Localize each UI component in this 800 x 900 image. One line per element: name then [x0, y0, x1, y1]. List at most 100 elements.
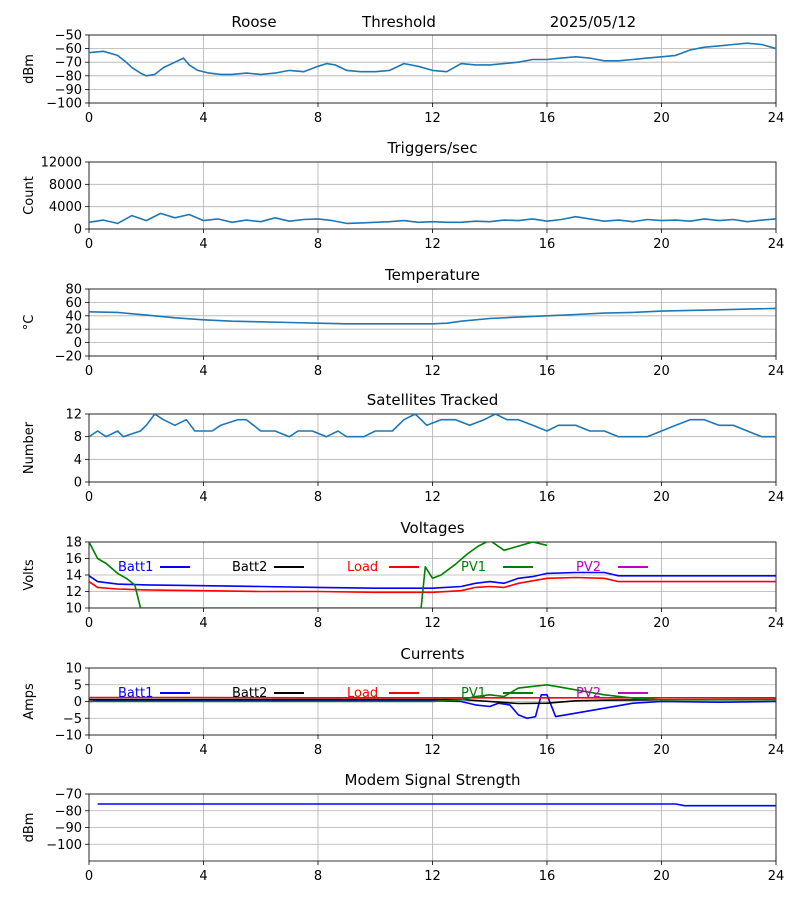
legend-label: Batt1 [118, 560, 153, 575]
y-tick-label: 0 [74, 223, 82, 238]
x-tick-label: 12 [424, 616, 441, 631]
y-tick-label: −10 [55, 729, 82, 744]
series-line-1 [89, 42, 776, 77]
x-tick-label: 24 [768, 869, 785, 884]
y-axis-label: Volts [22, 559, 37, 591]
y-tick-label: 18 [65, 536, 82, 551]
station-name: Roose [231, 13, 276, 31]
y-tick-label: 8 [74, 430, 82, 445]
series-line-pv1 [89, 542, 548, 608]
series-group [89, 542, 776, 608]
chart-panel-7: 0 4 8 12 16 20 24 −100 −90 −80−70 Modem Signal Str… [22, 771, 784, 884]
x-tick-label: 12 [424, 869, 441, 884]
x-tick-label: 24 [768, 490, 785, 505]
plot-frame [88, 161, 777, 230]
x-tick-label: 16 [539, 111, 556, 126]
y-tick-label: −80 [55, 804, 82, 819]
x-tick-label: 24 [768, 364, 785, 379]
y-tick-label: −60 [55, 42, 82, 57]
y-tick-label: 12 [65, 585, 82, 600]
y-axis-label: dBm [22, 813, 37, 843]
y-tick-label: 60 [65, 296, 82, 311]
x-tick-label: 12 [424, 743, 441, 758]
x-tick-label: 20 [653, 743, 670, 758]
y-tick-label: 10 [65, 602, 82, 617]
x-tick-label: 4 [199, 490, 207, 505]
x-tick-label: 16 [539, 616, 556, 631]
x-tick-label: 16 [539, 237, 556, 252]
y-tick-label: 80 [65, 283, 82, 298]
y-axis-label: Amps [22, 683, 37, 720]
x-tick-label: 24 [768, 237, 785, 252]
series-line-1 [97, 803, 776, 807]
x-tick-label: 16 [539, 364, 556, 379]
y-tick-label: −50 [55, 29, 82, 44]
y-axis-label: Count [22, 176, 37, 215]
chart-title: Currents [400, 645, 464, 663]
y-tick-label: −100 [46, 838, 82, 853]
chart-panel-4: 0 4 8 12 16 20 24 0 4 8 12 Satellites Tracked Number [22, 391, 784, 505]
x-tick-label: 0 [85, 490, 93, 505]
legend-label: Load [347, 560, 378, 575]
y-tick-label: −70 [55, 56, 82, 71]
y-axis-label: Number [22, 421, 37, 474]
y-tick-label: 40 [65, 309, 82, 324]
legend-label: PV1 [461, 686, 486, 701]
x-tick-label: 24 [768, 743, 785, 758]
report-date: 2025/05/12 [550, 13, 636, 31]
chart-panel-1: 0 4 8 12 16 20 24 −100−90−80−70−60−50 dBm [22, 29, 784, 127]
x-tick-label: 4 [199, 616, 207, 631]
x-tick-label: 12 [424, 490, 441, 505]
y-tick-label: 8000 [49, 178, 82, 193]
trigger-mode: Threshold [361, 13, 436, 31]
y-tick-label: 10 [65, 662, 82, 677]
x-tick-label: 20 [653, 490, 670, 505]
plot-frame [88, 793, 777, 862]
x-tick-label: 4 [199, 237, 207, 252]
x-tick-label: 8 [314, 616, 322, 631]
x-tick-label: 8 [314, 869, 322, 884]
header-svg: Roose Threshold 2025/05/12 [231, 13, 636, 31]
x-tick-label: 24 [768, 616, 785, 631]
x-tick-label: 4 [199, 111, 207, 126]
y-tick-label: 20 [65, 323, 82, 338]
plot-frame [88, 34, 777, 104]
x-tick-label: 4 [199, 743, 207, 758]
y-tick-label: −5 [63, 712, 82, 727]
chart-title: Modem Signal Strength [345, 771, 521, 789]
x-tick-label: 20 [653, 364, 670, 379]
plot-frame [88, 288, 777, 357]
chart-title: Satellites Tracked [367, 391, 498, 409]
series-line-1 [89, 414, 776, 438]
x-tick-label: 4 [199, 364, 207, 379]
x-tick-label: 8 [314, 237, 322, 252]
chart-title: Triggers/sec [387, 139, 478, 157]
y-tick-label: −80 [55, 69, 82, 84]
chart-panel-2: 0 4 8 12 16 20 24 0 4000 8000 12000 Triggers/sec Cou… [22, 139, 784, 252]
x-tick-label: 0 [85, 743, 93, 758]
y-tick-label: 4 [74, 453, 82, 468]
y-tick-label: −100 [46, 97, 82, 112]
chart-title: Temperature [384, 266, 480, 284]
legend-label: PV1 [461, 560, 486, 575]
x-tick-label: 8 [314, 364, 322, 379]
x-tick-label: 16 [539, 869, 556, 884]
chart-title: Voltages [400, 519, 464, 537]
legend-label: Load [347, 686, 378, 701]
series-line-1 [89, 212, 776, 225]
x-tick-label: 8 [314, 490, 322, 505]
x-tick-label: 0 [85, 237, 93, 252]
y-tick-label: 0 [74, 695, 82, 710]
legend-label: Batt2 [232, 560, 267, 575]
y-tick-label: 12000 [41, 156, 82, 171]
series-group [97, 803, 776, 807]
y-tick-label: 0 [74, 336, 82, 351]
series-line-1 [89, 307, 776, 325]
legend-label: PV2 [576, 686, 601, 701]
series-group [89, 307, 776, 325]
y-tick-label: −90 [55, 83, 82, 98]
series-group [89, 683, 776, 720]
